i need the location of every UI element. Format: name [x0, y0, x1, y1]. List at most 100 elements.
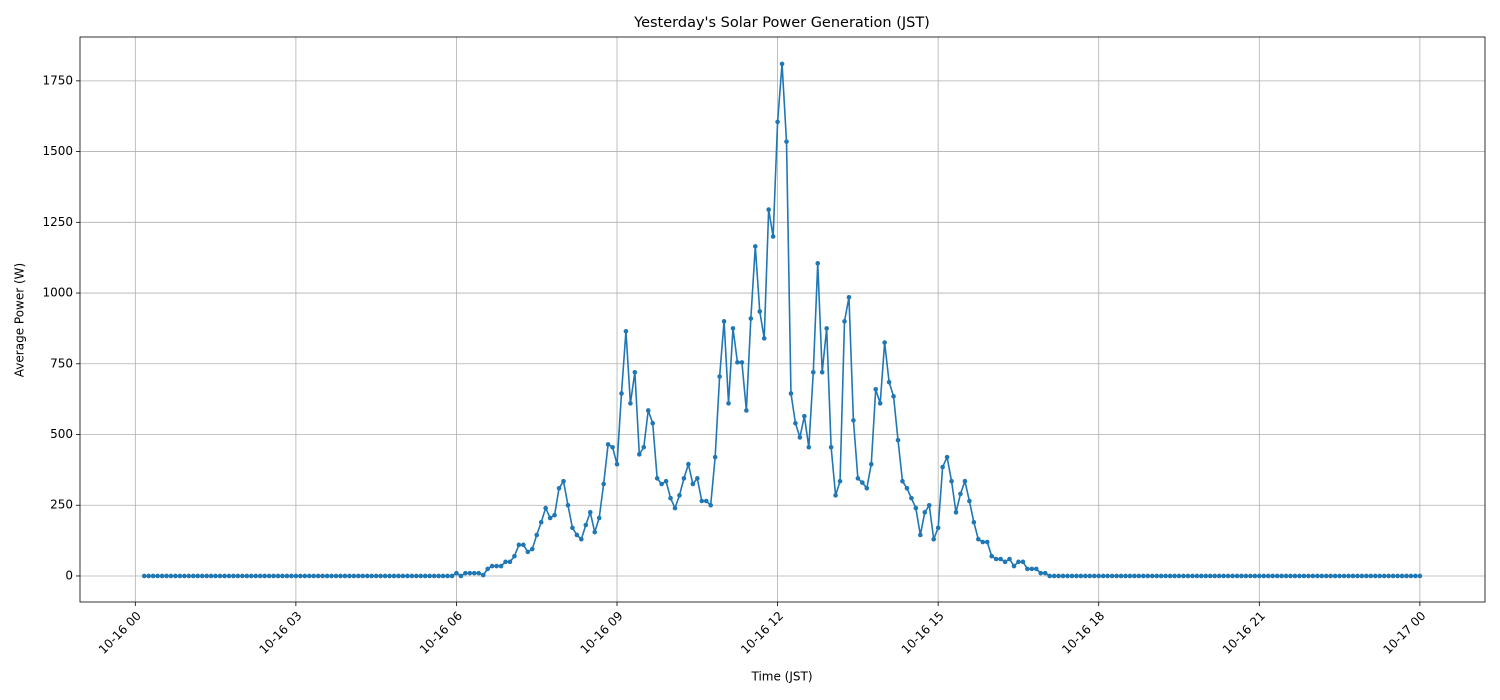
data-point: [320, 573, 325, 579]
data-point: [1283, 573, 1289, 579]
data-point: [498, 563, 504, 569]
data-point: [860, 480, 865, 485]
x-tick-label: 10-16 00: [96, 609, 144, 657]
data-point: [400, 573, 406, 579]
data-point: [980, 539, 986, 545]
data-point: [788, 391, 794, 396]
data-point: [1350, 573, 1356, 579]
y-tick-label: 1500: [42, 144, 73, 158]
data-point: [257, 573, 263, 579]
data-point: [1323, 573, 1329, 579]
data-point: [1109, 573, 1115, 579]
data-point: [1185, 573, 1191, 579]
data-point: [1234, 573, 1240, 579]
data-point: [431, 573, 437, 579]
data-point: [775, 119, 780, 125]
data-point: [1408, 573, 1414, 579]
data-point: [306, 573, 312, 579]
data-point: [1310, 573, 1316, 579]
data-point: [1038, 570, 1044, 576]
data-point: [1346, 573, 1351, 579]
data-point: [534, 532, 540, 538]
data-point: [244, 573, 250, 579]
data-point: [556, 485, 562, 491]
data-point: [659, 481, 664, 487]
data-point: [851, 418, 856, 423]
x-axis-label: Time (JST): [750, 670, 812, 684]
data-point: [574, 532, 580, 538]
data-point: [1056, 573, 1061, 579]
data-point: [440, 573, 446, 579]
data-point: [855, 476, 861, 481]
data-point: [311, 573, 317, 579]
x-tick-label: 10-16 21: [1220, 609, 1268, 657]
data-point: [449, 573, 455, 579]
x-tick-label: 10-17 00: [1380, 609, 1428, 657]
data-point: [351, 573, 357, 579]
data-point: [347, 573, 352, 579]
data-point: [418, 573, 424, 579]
data-point: [1319, 573, 1325, 579]
data-point: [226, 573, 232, 579]
data-point: [552, 512, 557, 518]
data-point: [494, 563, 499, 569]
data-point: [712, 454, 718, 460]
data-point: [681, 476, 687, 481]
data-point: [601, 481, 606, 487]
data-point: [324, 573, 330, 579]
data-point: [931, 536, 937, 542]
data-point: [761, 336, 767, 341]
data-point: [1399, 573, 1405, 579]
data-point: [217, 573, 223, 579]
data-point: [596, 515, 602, 521]
data-point: [480, 572, 486, 578]
data-point: [463, 570, 468, 576]
data-point: [253, 573, 259, 579]
data-point: [623, 328, 629, 334]
data-point: [378, 573, 383, 579]
x-tick-label: 10-16 12: [738, 609, 786, 657]
data-point: [1417, 573, 1423, 579]
data-point: [547, 515, 553, 521]
data-point: [619, 391, 624, 396]
y-axis-label: Average Power (W): [13, 263, 27, 377]
data-point: [614, 461, 620, 467]
data-point: [766, 207, 771, 212]
data-point: [944, 454, 950, 460]
data-point: [213, 573, 218, 579]
data-point: [815, 261, 821, 266]
y-tick-label: 750: [50, 356, 73, 370]
data-point: [587, 510, 593, 515]
data-point: [935, 525, 941, 531]
data-point: [204, 573, 209, 579]
data-point: [663, 478, 669, 484]
data-point: [387, 573, 392, 579]
data-point: [565, 502, 571, 508]
data-point: [1279, 573, 1284, 579]
data-point: [280, 573, 285, 579]
data-point: [177, 573, 183, 579]
data-point: [824, 326, 829, 331]
data-point: [610, 444, 615, 450]
data-point: [235, 573, 241, 579]
data-point: [512, 553, 517, 559]
data-point: [1060, 573, 1066, 579]
data-point: [802, 413, 807, 419]
data-point: [1390, 573, 1396, 579]
data-point: [877, 401, 883, 406]
data-point: [1141, 573, 1146, 579]
data-point: [784, 139, 789, 144]
data-point: [1172, 573, 1177, 579]
data-point: [275, 573, 281, 579]
data-point: [690, 481, 696, 487]
data-point: [998, 556, 1003, 562]
data-point: [1149, 573, 1155, 579]
data-point: [953, 510, 959, 515]
data-point: [748, 316, 754, 321]
data-point: [810, 369, 816, 375]
data-point: [918, 532, 923, 538]
data-point: [1167, 573, 1173, 579]
data-point: [1020, 559, 1026, 565]
data-point: [1328, 573, 1333, 579]
data-point: [1096, 573, 1102, 579]
